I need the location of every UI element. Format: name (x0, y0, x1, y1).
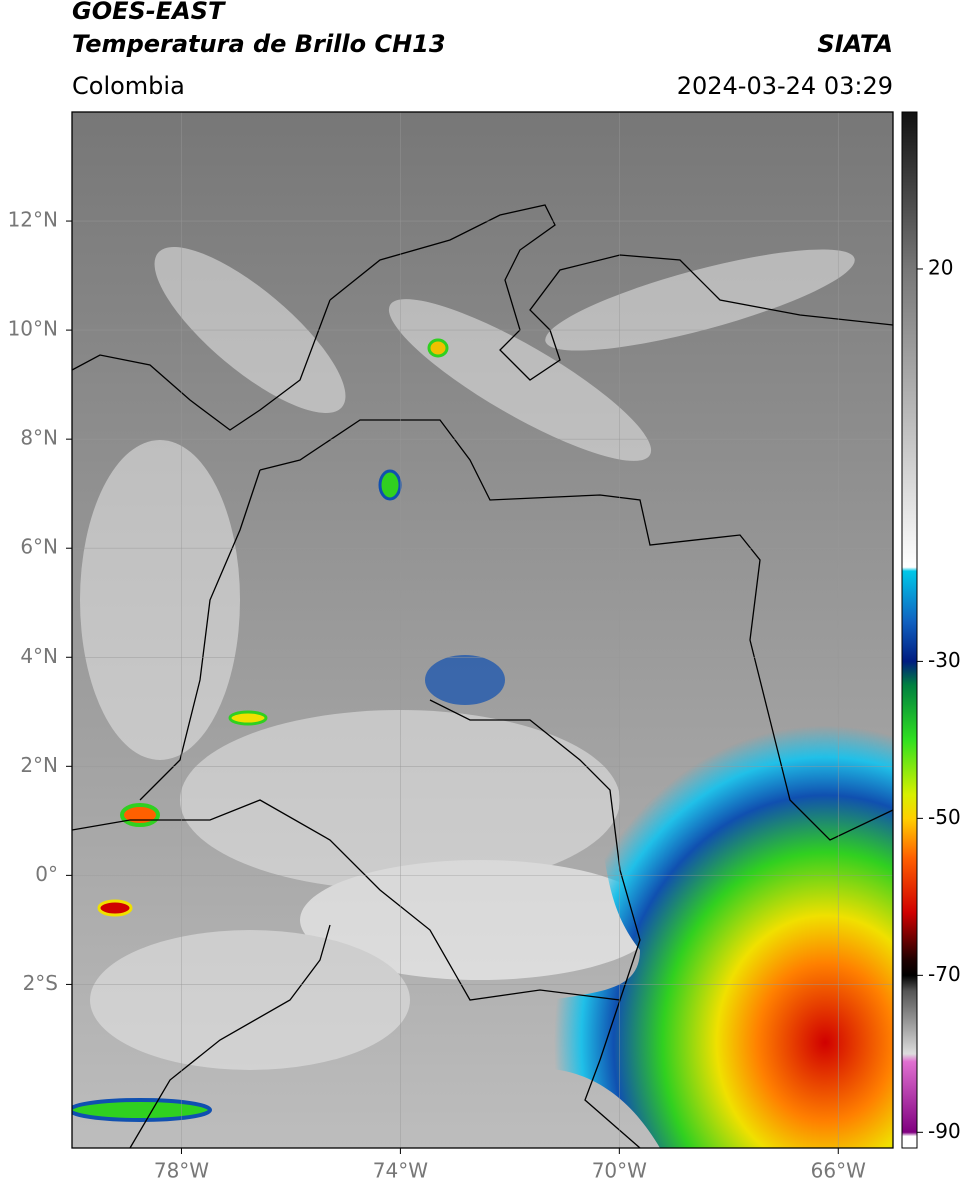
colorbar (901, 111, 918, 1149)
y-tick-label: 12°N (8, 208, 58, 232)
satellite-image (72, 112, 893, 1148)
y-tick-label: 10°N (8, 317, 58, 341)
y-tick-label: 2°N (20, 753, 58, 777)
title: GOES-EAST (72, 0, 226, 25)
source: SIATA (817, 30, 893, 58)
graticule (66, 112, 893, 1154)
map-frame (71, 111, 894, 1149)
colorbar-tick-label: -90 (928, 1119, 961, 1143)
colorbar-tick-label: 20 (928, 255, 953, 279)
y-tick-label: 6°N (20, 535, 58, 559)
convective-area (441, 620, 893, 1148)
x-tick-label: 78°W (154, 1159, 209, 1183)
x-tick-label: 66°W (811, 1159, 866, 1183)
y-tick-label: 2°S (23, 971, 58, 995)
x-tick-label: 74°W (373, 1159, 428, 1183)
colorbar-tick-label: -50 (928, 805, 961, 829)
timestamp: 2024-03-24 03:29 (677, 72, 893, 100)
y-tick-label: 4°N (20, 644, 58, 668)
colorbar-tick-label: -30 (928, 648, 961, 672)
x-tick-label: 70°W (592, 1159, 647, 1183)
borders (72, 204, 893, 1148)
region: Colombia (72, 72, 185, 100)
title: Temperatura de Brillo CH13 (72, 30, 446, 58)
y-tick-label: 0° (35, 862, 58, 886)
colorbar-tick-label: -70 (928, 962, 961, 986)
y-tick-label: 8°N (20, 426, 58, 450)
